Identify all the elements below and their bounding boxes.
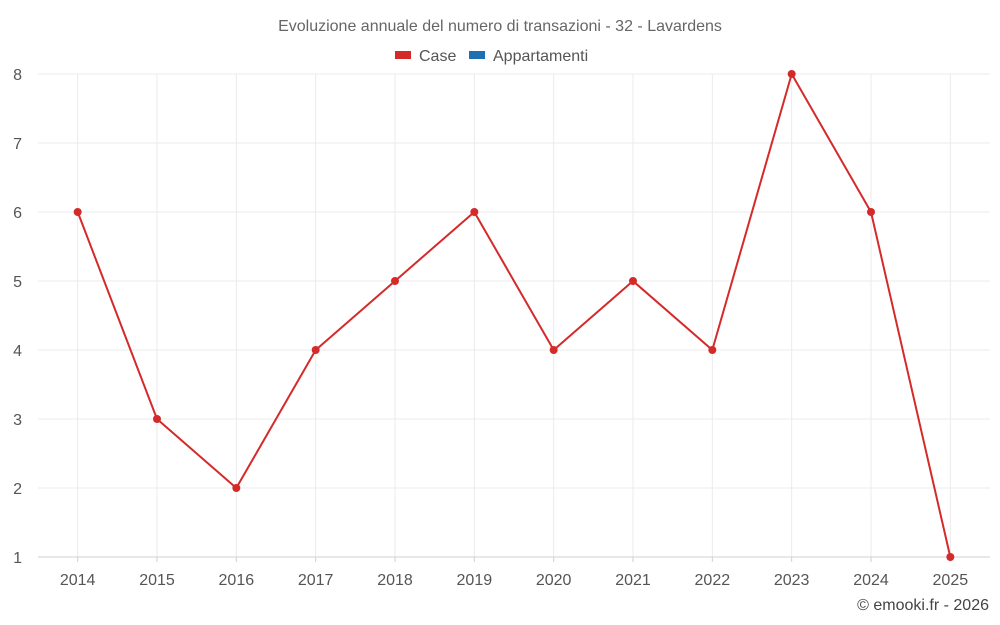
- data-point-case-2022[interactable]: [708, 346, 717, 354]
- x-tick-label: 2025: [933, 572, 969, 589]
- x-axis: 2014 2015 2016 2017 2018 2019 2020 2021 2022 2023…: [38, 556, 990, 589]
- legend-item-case[interactable]: Case: [395, 48, 456, 65]
- data-point-case-2018[interactable]: [391, 277, 399, 285]
- y-tick-label: 2: [13, 481, 22, 498]
- y-axis: 1 2 3 4 5 6 7 8: [13, 67, 22, 567]
- data-point-case-2015[interactable]: [153, 415, 161, 423]
- legend-item-appartamenti[interactable]: Appartamenti: [469, 48, 588, 65]
- x-tick-label: 2023: [774, 572, 810, 589]
- plot-area: [73, 70, 955, 561]
- data-point-case-2020[interactable]: [549, 346, 558, 354]
- x-tick-label: 2015: [139, 572, 175, 589]
- grid: [38, 73, 990, 557]
- y-tick-label: 3: [13, 412, 22, 429]
- legend: Case Appartamenti: [395, 48, 588, 65]
- data-point-case-2025[interactable]: [946, 553, 955, 561]
- y-tick-label: 1: [13, 550, 22, 567]
- series-line-case: [76, 73, 952, 558]
- legend-swatch-appartamenti: [469, 51, 485, 59]
- x-tick-label: 2014: [60, 572, 96, 589]
- y-tick-label: 8: [13, 67, 22, 84]
- y-tick-label: 7: [13, 136, 22, 153]
- x-tick-label: 2021: [615, 572, 651, 589]
- legend-label-case: Case: [419, 48, 456, 65]
- x-tick-label: 2024: [853, 572, 889, 589]
- data-point-case-2023[interactable]: [787, 70, 796, 78]
- chart-title: Evoluzione annuale del numero di transaz…: [278, 18, 722, 35]
- x-tick-label: 2017: [298, 572, 334, 589]
- legend-swatch-case: [395, 51, 411, 59]
- credit-text: © emooki.fr - 2026: [857, 597, 989, 614]
- data-point-case-2016[interactable]: [232, 484, 241, 492]
- x-tick-label: 2019: [457, 572, 493, 589]
- x-tick-label: 2016: [219, 572, 255, 589]
- data-point-case-2017[interactable]: [311, 346, 320, 354]
- x-tick-label: 2022: [695, 572, 731, 589]
- x-tick-label: 2018: [377, 572, 413, 589]
- data-point-case-2024[interactable]: [867, 208, 875, 216]
- data-point-case-2014[interactable]: [73, 208, 82, 216]
- data-point-case-2021[interactable]: [629, 277, 637, 285]
- x-tick-label: 2020: [536, 572, 572, 589]
- y-tick-label: 6: [13, 205, 22, 222]
- data-point-case-2019[interactable]: [470, 208, 479, 216]
- y-tick-label: 5: [13, 274, 22, 291]
- legend-label-appartamenti: Appartamenti: [493, 48, 588, 65]
- y-tick-label: 4: [13, 343, 22, 360]
